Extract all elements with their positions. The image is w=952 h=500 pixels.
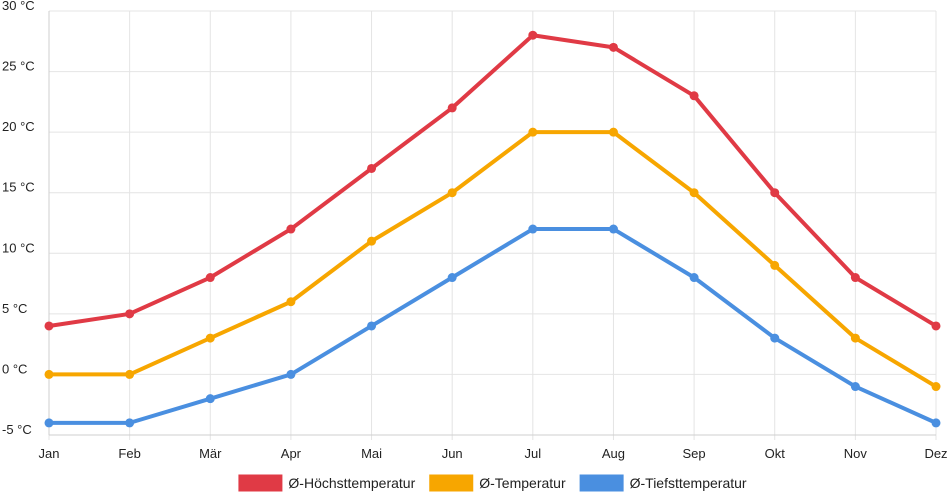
data-point[interactable] [850, 273, 860, 283]
legend-label: Ø-Höchsttemperatur [288, 475, 415, 491]
series-group [44, 224, 941, 428]
data-point[interactable] [447, 188, 457, 198]
y-tick-label: 10 °C [2, 240, 35, 255]
data-point[interactable] [125, 418, 135, 428]
data-point[interactable] [528, 30, 538, 40]
legend-label: Ø-Temperatur [479, 475, 566, 491]
data-point[interactable] [608, 224, 618, 234]
legend-swatch [579, 474, 624, 492]
data-point[interactable] [608, 42, 618, 52]
x-tick-label: Mär [199, 446, 222, 461]
data-point[interactable] [44, 418, 54, 428]
legend-label: Ø-Tiefsttemperatur [630, 475, 747, 491]
legend-item[interactable]: Ø-Tiefsttemperatur [579, 474, 747, 492]
series-line [47, 227, 938, 425]
data-point[interactable] [447, 103, 457, 113]
series-line [47, 130, 938, 389]
data-point[interactable] [367, 321, 377, 331]
series-layer [44, 30, 941, 428]
legend-swatch [238, 474, 283, 492]
data-point[interactable] [125, 309, 135, 319]
series-group [44, 127, 941, 392]
data-point[interactable] [931, 321, 941, 331]
data-point[interactable] [205, 333, 215, 343]
data-point[interactable] [205, 273, 215, 283]
data-point[interactable] [125, 369, 135, 379]
x-tick-label: Jan [39, 446, 60, 461]
data-point[interactable] [689, 91, 699, 101]
data-point[interactable] [528, 127, 538, 137]
x-tick-label: Aug [602, 446, 625, 461]
data-point[interactable] [286, 297, 296, 307]
legend-item[interactable]: Ø-Temperatur [429, 474, 566, 492]
x-tick-label: Nov [844, 446, 868, 461]
data-point[interactable] [850, 382, 860, 392]
y-tick-label: 15 °C [2, 180, 35, 195]
x-tick-label: Jun [442, 446, 463, 461]
axis-label-layer: 30 °C 25 °C 20 °C 15 °C 10 °C 5 °C 0 °C -5 °C Ja… [2, 0, 948, 461]
data-point[interactable] [770, 260, 780, 270]
data-point[interactable] [44, 321, 54, 331]
legend-item[interactable]: Ø-Höchsttemperatur [238, 474, 416, 492]
data-point[interactable] [770, 333, 780, 343]
legend-swatch [429, 474, 474, 492]
legend[interactable]: Ø-Höchsttemperatur Ø-Temperatur Ø-Tiefstte… [238, 474, 747, 492]
data-point[interactable] [286, 369, 296, 379]
data-point[interactable] [608, 127, 618, 137]
x-tick-label: Dez [924, 446, 947, 461]
data-point[interactable] [367, 163, 377, 173]
y-tick-label: 25 °C [2, 59, 35, 74]
data-point[interactable] [286, 224, 296, 234]
data-point[interactable] [689, 188, 699, 198]
data-point[interactable] [447, 273, 457, 283]
data-point[interactable] [850, 333, 860, 343]
data-point[interactable] [689, 273, 699, 283]
y-tick-label: 20 °C [2, 119, 35, 134]
data-point[interactable] [931, 418, 941, 428]
y-tick-label: 30 °C [2, 0, 35, 13]
y-tick-label: -5 °C [2, 422, 32, 437]
y-tick-label: 5 °C [2, 301, 27, 316]
series-line [47, 33, 938, 328]
data-point[interactable] [205, 394, 215, 404]
data-point[interactable] [367, 236, 377, 246]
data-point[interactable] [44, 369, 54, 379]
data-point[interactable] [770, 188, 780, 198]
data-point[interactable] [931, 382, 941, 392]
x-tick-label: Feb [118, 446, 140, 461]
x-tick-label: Sep [683, 446, 706, 461]
data-point[interactable] [528, 224, 538, 234]
x-tick-label: Apr [281, 446, 302, 461]
series-group [44, 30, 941, 331]
x-tick-label: Okt [765, 446, 786, 461]
y-tick-label: 0 °C [2, 361, 27, 376]
grid-layer [48, 10, 937, 440]
x-tick-label: Mai [361, 446, 382, 461]
x-tick-label: Jul [525, 446, 542, 461]
